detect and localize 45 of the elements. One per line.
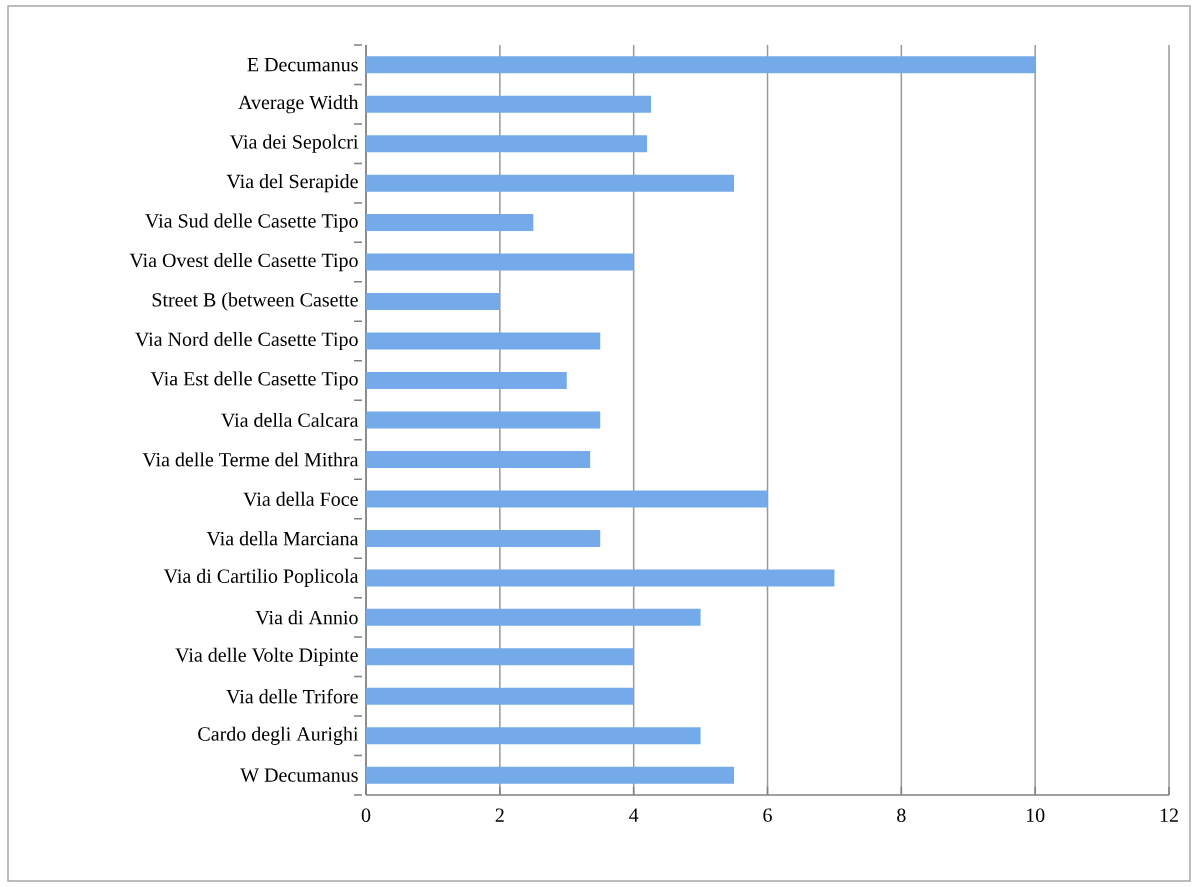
x-tick-label: 10 xyxy=(1026,808,1045,823)
bar xyxy=(366,293,500,311)
bar xyxy=(366,687,634,705)
y-tick-label: Via Ovest delle Casette Tipo xyxy=(129,253,358,272)
y-tick-label: Via della Marciana xyxy=(206,531,359,546)
y-tick-label: Cardo degli Aurighi xyxy=(198,726,359,745)
y-tick-label: W Decumanus xyxy=(240,768,358,782)
y-tick-label: Average Width xyxy=(238,95,359,114)
y-tick-label: Via delle Terme del Mithra xyxy=(142,452,359,467)
y-tick-label: Via del Serapide xyxy=(226,174,358,193)
bar xyxy=(366,766,735,784)
bar xyxy=(366,450,591,468)
y-tick-label: Via Sud delle Casette Tipo xyxy=(145,213,358,232)
y-tick-label: Via della Foce xyxy=(243,491,358,507)
bar xyxy=(366,253,634,271)
x-tick-label: 0 xyxy=(361,808,371,823)
y-tick-label: Via delle Trifore xyxy=(226,689,358,704)
bar xyxy=(366,608,701,626)
y-tick-label: E Decumanus xyxy=(247,58,358,72)
bar xyxy=(366,332,601,350)
y-tick-label: Via della Calcara xyxy=(221,412,359,428)
x-tick-label: 2 xyxy=(495,808,504,822)
bar xyxy=(366,490,768,508)
y-tick-label: Via di Cartilio Poplicola xyxy=(163,568,359,587)
y-tick-label: Via Est delle Casette Tipo xyxy=(150,371,358,390)
y-tick-label: Via dei Sepolcri xyxy=(229,134,359,153)
y-tick-label: Via di Annio xyxy=(255,610,358,625)
x-tick-label: 12 xyxy=(1160,808,1178,822)
bar xyxy=(366,569,835,587)
bar xyxy=(366,95,652,113)
bar xyxy=(366,174,735,192)
bar xyxy=(366,214,534,232)
y-tick-label: Via Nord delle Casette Tipo xyxy=(135,331,358,351)
bar xyxy=(366,727,701,745)
bar xyxy=(366,56,1036,74)
bar xyxy=(366,411,601,429)
bar xyxy=(366,372,567,390)
x-tick-label: 6 xyxy=(763,808,772,822)
bar xyxy=(366,135,648,153)
x-tick-label: 4 xyxy=(629,808,639,822)
x-tick-label: 8 xyxy=(897,808,906,823)
bar xyxy=(366,529,601,547)
y-tick-label: Street B (between Casette xyxy=(152,292,358,311)
y-tick-label: Via delle Volte Dipinte xyxy=(175,647,358,666)
bar xyxy=(366,648,634,666)
